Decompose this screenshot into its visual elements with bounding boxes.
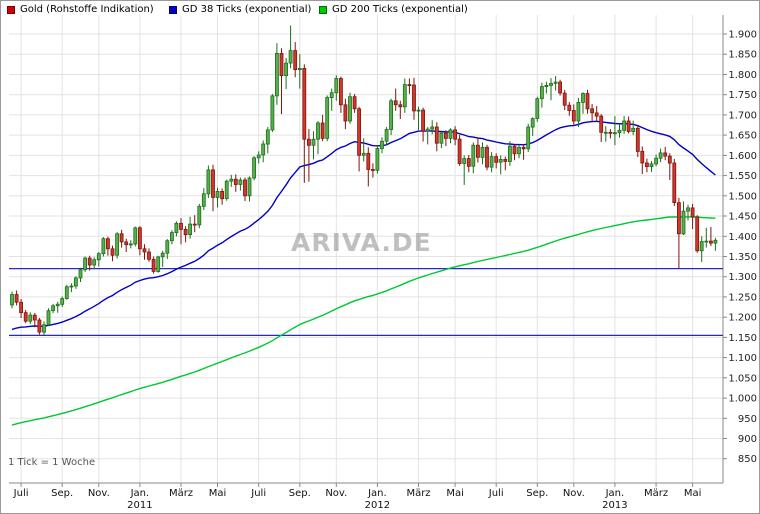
svg-text:2012: 2012 (365, 500, 390, 511)
svg-text:Nov.: Nov. (563, 488, 585, 499)
svg-text:Sep.: Sep. (526, 488, 548, 499)
gold-series-swatch-icon (7, 5, 15, 14)
tick-scale-note: 1 Tick = 1 Woche (8, 457, 96, 468)
svg-text:1.700: 1.700 (728, 110, 757, 121)
svg-text:1.900: 1.900 (728, 30, 757, 41)
svg-text:1.050: 1.050 (728, 373, 757, 384)
svg-text:Mai: Mai (446, 488, 464, 499)
svg-text:2011: 2011 (127, 500, 152, 511)
svg-text:März: März (169, 488, 193, 499)
svg-text:1.300: 1.300 (728, 272, 757, 283)
svg-text:1.400: 1.400 (728, 232, 757, 243)
svg-text:1.800: 1.800 (728, 70, 757, 81)
svg-text:Mai: Mai (209, 488, 227, 499)
svg-text:1.650: 1.650 (728, 131, 757, 142)
svg-text:850: 850 (738, 454, 757, 465)
svg-text:1.200: 1.200 (728, 313, 757, 324)
svg-text:Sep.: Sep. (289, 488, 311, 499)
svg-text:1.350: 1.350 (728, 252, 757, 263)
gd38-series-swatch-icon (169, 5, 177, 14)
svg-text:Mai: Mai (684, 488, 702, 499)
svg-text:Nov.: Nov. (88, 488, 110, 499)
svg-text:Juli: Juli (13, 488, 29, 499)
ariva-watermark: ARIVA.DE (291, 228, 432, 257)
svg-text:1.500: 1.500 (728, 191, 757, 202)
svg-text:1.000: 1.000 (728, 394, 757, 405)
svg-text:1.150: 1.150 (728, 333, 757, 344)
legend-label-gd200: GD 200 Ticks (exponential) (332, 4, 468, 15)
legend-item-gd38: GD 38 Ticks (exponential) (169, 4, 311, 15)
svg-text:2013: 2013 (602, 500, 627, 511)
legend-label-gd38: GD 38 Ticks (exponential) (182, 4, 312, 15)
legend-label-gold: Gold (Rohstoffe Indikation) (20, 4, 154, 15)
svg-text:900: 900 (738, 434, 757, 445)
svg-text:1.750: 1.750 (728, 90, 757, 101)
svg-text:1.100: 1.100 (728, 353, 757, 364)
svg-text:1.850: 1.850 (728, 50, 757, 61)
svg-text:Juli: Juli (250, 488, 266, 499)
svg-text:Jan.: Jan. (130, 488, 150, 499)
svg-text:1.250: 1.250 (728, 292, 757, 303)
legend-item-gold: Gold (Rohstoffe Indikation) (7, 4, 154, 15)
svg-text:Nov.: Nov. (325, 488, 347, 499)
svg-text:März: März (644, 488, 668, 499)
svg-text:Jan.: Jan. (367, 488, 387, 499)
legend-item-gd200: GD 200 Ticks (exponential) (319, 4, 468, 15)
svg-text:1.550: 1.550 (728, 171, 757, 182)
svg-text:950: 950 (738, 414, 757, 425)
svg-text:1.600: 1.600 (728, 151, 757, 162)
svg-text:1.450: 1.450 (728, 212, 757, 223)
svg-text:Jan.: Jan. (605, 488, 625, 499)
chart-legend: Gold (Rohstoffe Indikation) GD 38 Ticks … (1, 1, 759, 17)
gd200-series-swatch-icon (319, 5, 327, 14)
svg-text:März: März (406, 488, 430, 499)
svg-text:Sep.: Sep. (51, 488, 73, 499)
svg-text:Juli: Juli (488, 488, 504, 499)
